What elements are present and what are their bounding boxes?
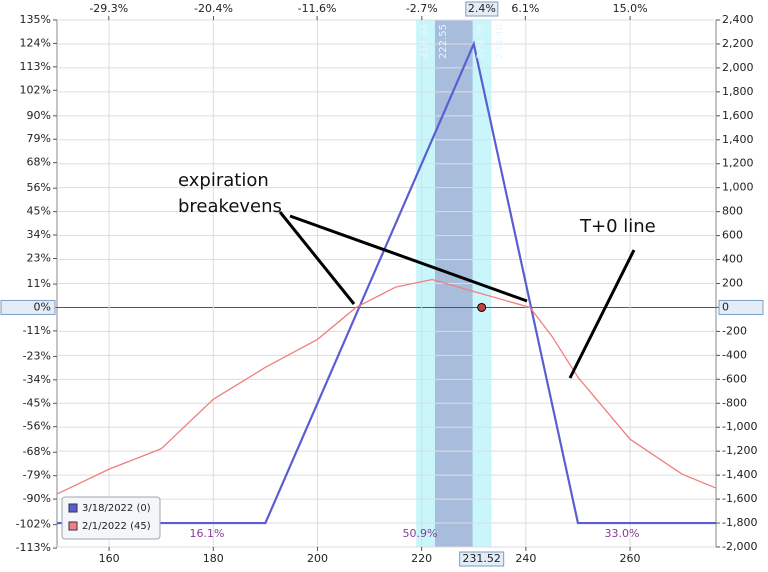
y2-tick-label: 124% xyxy=(20,36,51,49)
arrow xyxy=(278,211,356,305)
y2-tick-label: 11% xyxy=(27,277,51,290)
band-label: 233.40 xyxy=(494,24,505,59)
annotation: expiration breakevens xyxy=(178,170,282,217)
x2-tick-label: 6.1% xyxy=(511,2,539,15)
y2-tick-label: 68% xyxy=(27,156,51,169)
y2-tick-label: -102% xyxy=(16,518,51,531)
legend-swatch xyxy=(68,503,78,513)
y-tick-label: -200 xyxy=(722,324,747,337)
series-line xyxy=(56,278,717,495)
y-tick-label: 200 xyxy=(722,277,743,290)
x2-tick-label: -11.6% xyxy=(298,2,337,15)
band-label: 218.94 xyxy=(419,24,430,59)
annotation: T+0 line xyxy=(580,216,656,237)
y2-tick-label: -79% xyxy=(23,469,51,482)
y-tick-label: -1,600 xyxy=(722,492,757,505)
y2-tick-label: 113% xyxy=(20,60,51,73)
y2-tick-label: 56% xyxy=(27,181,51,194)
x2-tick-label: 15.0% xyxy=(613,2,648,15)
current-price-marker xyxy=(477,302,487,312)
grid xyxy=(53,16,720,551)
x2-tick-label: -29.3% xyxy=(89,2,128,15)
y-tick-label: 1,400 xyxy=(722,133,754,146)
y2-tick-label: 79% xyxy=(27,132,51,145)
legend-label: 3/18/2022 (0) xyxy=(82,503,151,514)
probability-label: 16.1% xyxy=(190,527,225,540)
current-change-label: 2.4% xyxy=(468,2,496,15)
y2-tick-label: -23% xyxy=(23,349,51,362)
y-tick-label: -1,000 xyxy=(722,420,757,433)
y-tick-label: 1,200 xyxy=(722,157,754,170)
x-tick-label: 200 xyxy=(307,552,328,565)
marks xyxy=(56,40,717,525)
x-tick-label: 260 xyxy=(620,552,641,565)
current-price-label: 231.52 xyxy=(462,552,501,565)
arrows xyxy=(278,211,636,379)
current-price-box xyxy=(459,551,505,567)
current-change-box xyxy=(465,1,499,17)
y-tick-label: 600 xyxy=(722,229,743,242)
band-label: 222.55 xyxy=(438,24,449,59)
y-tick-label: -1,400 xyxy=(722,468,757,481)
y-tick-label: 0 xyxy=(722,300,729,313)
y-tick-label: 1,000 xyxy=(722,181,754,194)
x-tick-label: 240 xyxy=(515,552,536,565)
y-tick-label: 2,400 xyxy=(722,13,754,26)
y2-tick-label: -113% xyxy=(16,541,51,554)
zero-box xyxy=(0,299,56,315)
legend-label: 2/1/2022 (45) xyxy=(82,521,151,532)
band-label: 229.78 xyxy=(476,24,487,59)
y-tick-label: 2,200 xyxy=(722,37,754,50)
x2-tick-label: -20.4% xyxy=(194,2,233,15)
y2-tick-label: 23% xyxy=(27,251,51,264)
y-tick-label: -1,800 xyxy=(722,516,757,529)
zero-box xyxy=(718,299,764,315)
y2-tick-label: 90% xyxy=(27,109,51,122)
x-tick-label: 160 xyxy=(99,552,120,565)
y-tick-label: -1,200 xyxy=(722,444,757,457)
y2-tick-label: -45% xyxy=(23,396,51,409)
x-tick-label: 220 xyxy=(411,552,432,565)
y-tick-label: -2,000 xyxy=(722,540,757,553)
y-tick-label: 1,800 xyxy=(722,85,754,98)
y2-tick-label: -11% xyxy=(23,324,51,337)
x-tick-label: 180 xyxy=(203,552,224,565)
y-tick-label: -600 xyxy=(722,372,747,385)
probability-label: 50.9% xyxy=(403,527,438,540)
y-tick-label: 800 xyxy=(722,205,743,218)
y2-tick-label: -56% xyxy=(23,420,51,433)
y-tick-label: 2,000 xyxy=(722,61,754,74)
series-line xyxy=(57,40,716,525)
y2-tick-label: 135% xyxy=(20,13,51,26)
x2-tick-label: -2.7% xyxy=(406,2,438,15)
probability-label: 33.0% xyxy=(605,527,640,540)
legend-swatch xyxy=(68,521,78,531)
y2-tick-label: 34% xyxy=(27,228,51,241)
y2-tick-label: -90% xyxy=(23,492,51,505)
y2-tick-label: 0% xyxy=(34,300,51,313)
y2-tick-label: 45% xyxy=(27,205,51,218)
y-tick-label: 400 xyxy=(722,253,743,266)
y2-tick-label: -34% xyxy=(23,373,51,386)
y-tick-label: 1,600 xyxy=(722,109,754,122)
y-tick-label: -800 xyxy=(722,396,747,409)
legend-box xyxy=(61,496,161,540)
arrow xyxy=(568,249,636,379)
y-tick-label: -400 xyxy=(722,348,747,361)
arrow xyxy=(289,214,528,303)
y2-tick-label: -68% xyxy=(23,445,51,458)
y2-tick-label: 102% xyxy=(20,83,51,96)
